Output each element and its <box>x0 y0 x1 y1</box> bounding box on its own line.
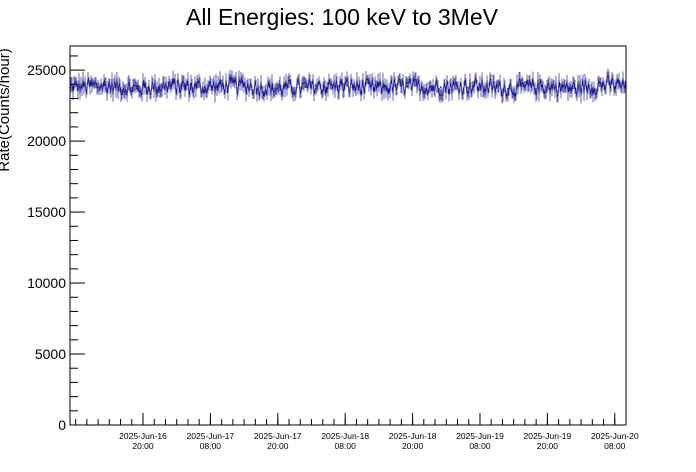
data-point <box>305 86 307 88</box>
data-point <box>439 86 442 88</box>
data-point <box>69 86 71 88</box>
y-axis-label: Rate(Counts/hour) <box>0 48 13 171</box>
y-tick-label: 0 <box>58 417 66 433</box>
x-tick-date: 2025-Jun-18 <box>321 431 369 441</box>
x-tick-date: 2025-Jun-17 <box>254 431 302 441</box>
x-tick-date: 2025-Jun-17 <box>187 431 235 441</box>
data-point <box>237 84 240 86</box>
y-tick-label: 25000 <box>27 62 66 78</box>
data-series <box>69 68 627 104</box>
x-tick-date: 2025-Jun-19 <box>456 431 504 441</box>
plot-frame <box>69 45 627 426</box>
data-point <box>170 84 172 87</box>
data-point <box>136 87 139 90</box>
data-point <box>271 87 273 90</box>
x-tick-date: 2025-Jun-16 <box>119 431 167 441</box>
data-point <box>102 84 105 87</box>
y-tick-label: 10000 <box>27 275 66 291</box>
y-tick-label: 5000 <box>35 346 66 362</box>
x-tick-time: 20:00 <box>402 441 424 451</box>
x-tick-time: 20:00 <box>132 441 154 451</box>
y-axis: 0 5000 10000 15000 20000 25000 <box>27 55 85 433</box>
data-point <box>625 85 627 88</box>
x-tick-date: 2025-Jun-20 <box>591 431 639 441</box>
x-axis: 2025-Jun-1620:002025-Jun-1708:002025-Jun… <box>75 413 639 451</box>
data-point <box>507 87 509 90</box>
x-tick-time: 08:00 <box>335 441 357 451</box>
data-point <box>406 85 408 88</box>
data-point <box>540 85 543 88</box>
y-tick-label: 20000 <box>27 133 66 149</box>
y-tick-label: 15000 <box>27 204 66 220</box>
data-point <box>574 87 577 90</box>
x-tick-date: 2025-Jun-18 <box>389 431 437 441</box>
x-tick-time: 08:00 <box>200 441 222 451</box>
data-point <box>203 86 206 88</box>
x-tick-time: 20:00 <box>537 441 559 451</box>
data-point <box>372 87 375 89</box>
x-tick-time: 08:00 <box>469 441 491 451</box>
series-line <box>69 75 627 98</box>
x-tick-date: 2025-Jun-19 <box>524 431 572 441</box>
data-point <box>473 84 476 87</box>
x-tick-time: 20:00 <box>267 441 289 451</box>
x-tick-time: 08:00 <box>604 441 626 451</box>
data-point <box>338 84 341 87</box>
data-point <box>608 83 610 86</box>
chart-title: All Energies: 100 keV to 3MeV <box>186 4 499 30</box>
